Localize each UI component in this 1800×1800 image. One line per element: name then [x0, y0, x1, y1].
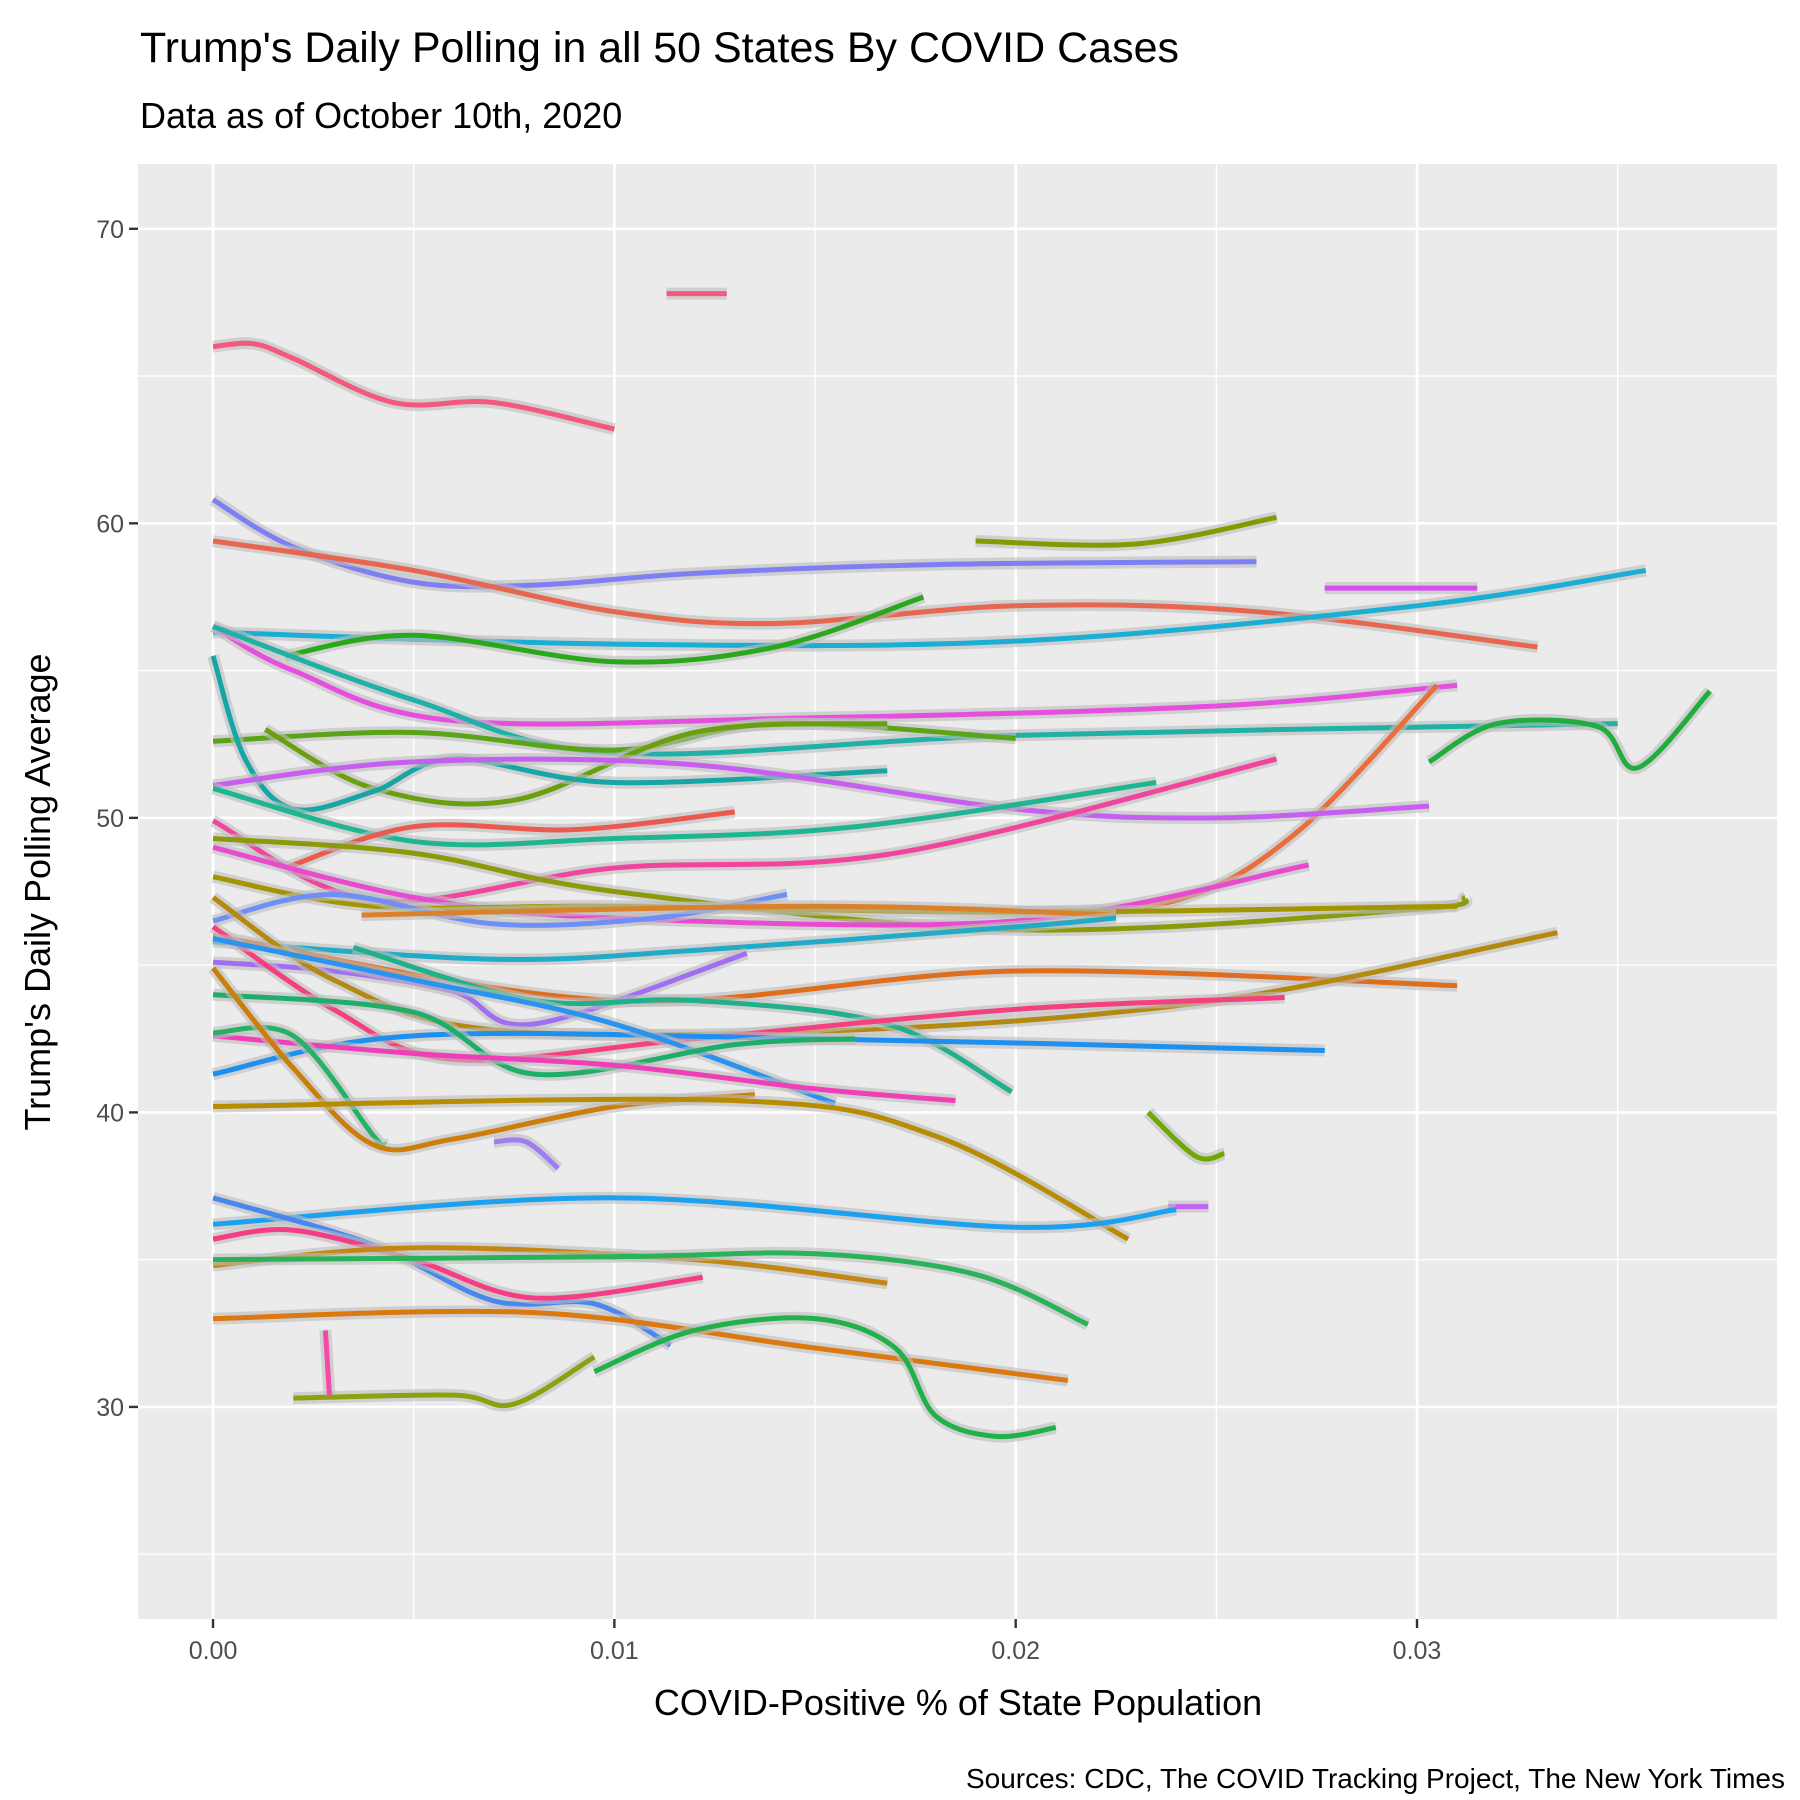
series-line	[284, 594, 925, 665]
y-tick-label: 40	[96, 1099, 124, 1127]
y-tick-label: 30	[96, 1394, 124, 1422]
series-line	[212, 936, 836, 1106]
series-line	[293, 1354, 596, 1409]
series-line	[212, 992, 856, 1078]
series-line	[212, 1195, 672, 1348]
series-line	[361, 903, 1117, 918]
series-line	[212, 1033, 956, 1104]
series-line	[212, 340, 615, 432]
series-line	[212, 538, 1538, 650]
x-tick-label: 0.00	[189, 1637, 238, 1665]
series-line	[212, 624, 1618, 757]
series-line	[975, 514, 1278, 548]
series-line	[213, 1096, 1130, 1242]
series-line	[213, 1250, 1089, 1327]
chart-subtitle: Data as of October 10th, 2020	[140, 95, 622, 136]
y-tick-label: 50	[96, 805, 124, 833]
chart-title: Trump's Daily Polling in all 50 States B…	[140, 24, 1179, 72]
series-line	[212, 756, 1430, 821]
series-line	[264, 721, 888, 807]
y-tick-label: 70	[96, 216, 124, 244]
y-axis-title: Trump's Daily Polling Average	[17, 653, 58, 1130]
series-line	[322, 1330, 332, 1396]
series-line	[213, 1308, 1069, 1383]
series-line	[211, 624, 1458, 727]
series-line	[1427, 689, 1712, 771]
y-tick-label: 60	[96, 510, 124, 538]
series-line	[212, 780, 1157, 848]
lines	[207, 287, 1715, 1443]
x-tick-label: 0.02	[991, 1637, 1040, 1665]
x-tick-label: 0.03	[1393, 1637, 1442, 1665]
x-axis-title: COVID-Positive % of State Population	[654, 1682, 1262, 1723]
series-line	[211, 924, 1285, 1063]
series-line	[1146, 1110, 1226, 1162]
series-line	[210, 655, 888, 813]
caption: Sources: CDC, The COVID Tracking Project…	[966, 1763, 1785, 1794]
x-tick-label: 0.01	[590, 1637, 639, 1665]
series-line	[493, 1137, 560, 1171]
series-line	[212, 1195, 1177, 1230]
series-line	[593, 1315, 1057, 1440]
